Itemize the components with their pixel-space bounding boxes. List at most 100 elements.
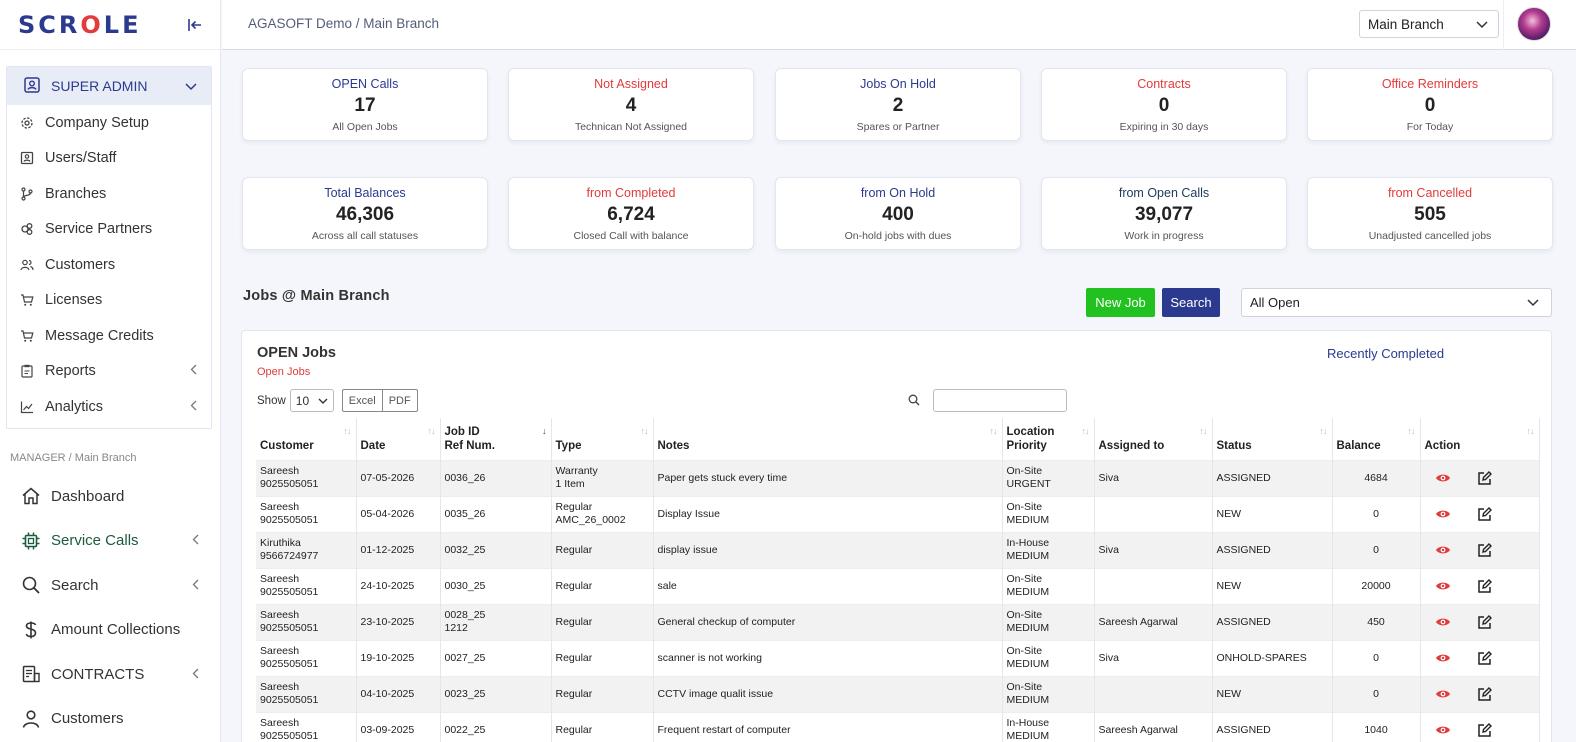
table-row[interactable]: Sareesh 9025505051 23-10-2025 0028_25 1212 Re… [256,603,1540,640]
avatar[interactable] [1517,7,1551,41]
col-date[interactable]: Date ↑↓ [356,418,441,460]
col-type[interactable]: Type ↑↓ [551,418,654,460]
cell-customer: Sareesh 9025505051 [256,459,357,496]
card-open-calls[interactable]: OPEN Calls 17 All Open Jobs [242,68,488,141]
card-subtitle: Spares or Partner [856,121,940,133]
cell-notes: display issue [653,531,1003,568]
sidebar-item-users-staff[interactable]: Users/Staff [7,141,211,177]
col-notes[interactable]: Notes ↑↓ [653,418,1003,460]
recently-completed-link[interactable]: Recently Completed [1327,346,1445,361]
cell-notes: scanner is not working [653,639,1003,676]
pdf-button[interactable]: PDF [381,390,417,411]
card-office-reminders[interactable]: Office Reminders 0 For Today [1307,68,1553,141]
col-assigned[interactable]: Assigned to ↑↓ [1094,418,1213,460]
new-job-button[interactable]: New Job [1086,288,1155,317]
cell-action [1420,639,1540,676]
person-icon [20,708,42,730]
edit-icon[interactable] [1477,722,1492,738]
view-eye-icon[interactable] [1435,616,1451,628]
sidebar-item-reports[interactable]: Reports [7,354,211,390]
col-balance[interactable]: Balance ↑↓ [1332,418,1421,460]
view-eye-icon[interactable] [1435,688,1451,700]
edit-icon[interactable] [1477,506,1492,522]
cell-status: ASSIGNED [1212,459,1333,496]
card-from-open-calls[interactable]: from Open Calls 39,077 Work in progress [1041,177,1287,250]
sidebar-item-search[interactable]: Search [0,563,220,608]
card-from-completed[interactable]: from Completed 6,724 Closed Call with ba… [508,177,754,250]
col-customer[interactable]: Customer ↑↓ [256,418,357,460]
col-location[interactable]: Location Priority ↑↓ [1002,418,1095,460]
home-icon [20,485,42,507]
card-not-assigned[interactable]: Not Assigned 4 Technican Not Assigned [508,68,754,141]
table-row[interactable]: Sareesh 9025505051 07-05-2026 0036_26 Warran… [256,459,1540,496]
view-eye-icon[interactable] [1435,652,1451,664]
page-size-select[interactable]: 10 [289,389,334,412]
excel-button[interactable]: Excel [348,394,376,407]
card-value: 39,077 [1134,204,1194,225]
table-search-input[interactable] [933,389,1067,412]
breadcrumb: AGASOFT Demo / Main Branch [248,16,440,31]
sort-icon: ↑↓ [1407,426,1416,436]
sidebar-item-customers-admin[interactable]: Customers [7,247,211,283]
view-eye-icon[interactable] [1435,544,1451,556]
card-title: Office Reminders [1381,77,1479,91]
card-jobs-on-hold[interactable]: Jobs On Hold 2 Spares or Partner [775,68,1021,141]
super-admin-toggle[interactable]: SUPER ADMIN [7,67,211,105]
col-job-id[interactable]: Job ID Ref Num. ↓ [440,418,552,460]
table-row[interactable]: Sareesh 9025505051 19-10-2025 0027_25 Regula… [256,639,1540,676]
edit-icon[interactable] [1477,650,1492,666]
cart-icon [19,292,35,308]
collapse-sidebar-icon[interactable] [186,16,204,34]
branch-select-value: Main Branch [1368,16,1444,32]
table-row[interactable]: Sareesh 9025505051 05-04-2026 0035_26 Regula… [256,495,1540,532]
card-title: from On Hold [860,186,936,200]
cell-status: NEW [1212,567,1333,604]
sidebar-item-message-credits[interactable]: Message Credits [7,318,211,354]
table-row[interactable]: Kiruthika 9566724977 01-12-2025 0032_25 Regu… [256,531,1540,568]
sidebar-item-licenses[interactable]: Licenses [7,283,211,319]
cell-status: ASSIGNED [1212,711,1333,742]
cell-action [1420,567,1540,604]
sort-icon: ↑↓ [1319,426,1328,436]
chevron-left-icon [192,666,199,683]
edit-icon[interactable] [1477,578,1492,594]
edit-icon[interactable] [1477,686,1492,702]
card-subtitle: All Open Jobs [332,121,398,133]
sidebar-item-company-setup[interactable]: Company Setup [7,105,211,141]
view-eye-icon[interactable] [1435,580,1451,592]
sidebar-item-service-calls[interactable]: Service Calls [0,519,220,564]
sidebar-item-analytics[interactable]: Analytics [7,389,211,425]
cell-action [1420,603,1540,640]
cell-date: 07-05-2026 [356,459,441,496]
chevron-left-icon [190,363,197,379]
table-row[interactable]: Sareesh 9025505051 03-09-2025 0022_25 Regula… [256,711,1540,742]
card-from-on-hold[interactable]: from On Hold 400 On-hold jobs with dues [775,177,1021,250]
card-title: from Completed [586,186,676,200]
edit-icon[interactable] [1477,614,1492,630]
view-eye-icon[interactable] [1435,508,1451,520]
search-button[interactable]: Search [1162,288,1220,317]
view-eye-icon[interactable] [1435,724,1451,736]
cell-location: In-House MEDIUM [1002,711,1095,742]
edit-icon[interactable] [1477,470,1492,486]
app-logo[interactable]: SCROLE [18,10,142,39]
chart-icon [19,399,35,415]
edit-icon[interactable] [1477,542,1492,558]
view-eye-icon[interactable] [1435,472,1451,484]
card-contracts[interactable]: Contracts 0 Expiring in 30 days [1041,68,1287,141]
sidebar-item-dashboard[interactable]: Dashboard [0,474,220,519]
branch-select[interactable]: Main Branch [1359,10,1499,38]
sidebar-item-customers[interactable]: Customers [0,697,220,742]
card-total-balances[interactable]: Total Balances 46,306 Across all call st… [242,177,488,250]
job-filter-select[interactable]: All Open [1241,288,1552,317]
sidebar-item-service-partners[interactable]: Service Partners [7,212,211,248]
sidebar-item-amount-collections[interactable]: Amount Collections [0,608,220,653]
card-from-cancelled[interactable]: from Cancelled 505 Unadjusted cancelled … [1307,177,1553,250]
clipboard-icon [19,363,35,379]
sidebar-item-contracts[interactable]: CONTRACTS [0,652,220,697]
sidebar-item-branches[interactable]: Branches [7,176,211,212]
col-status[interactable]: Status ↑↓ [1212,418,1333,460]
cell-action [1420,711,1540,742]
table-row[interactable]: Sareesh 9025505051 04-10-2025 0023_25 Regula… [256,675,1540,712]
table-row[interactable]: Sareesh 9025505051 24-10-2025 0030_25 Regula… [256,567,1540,604]
